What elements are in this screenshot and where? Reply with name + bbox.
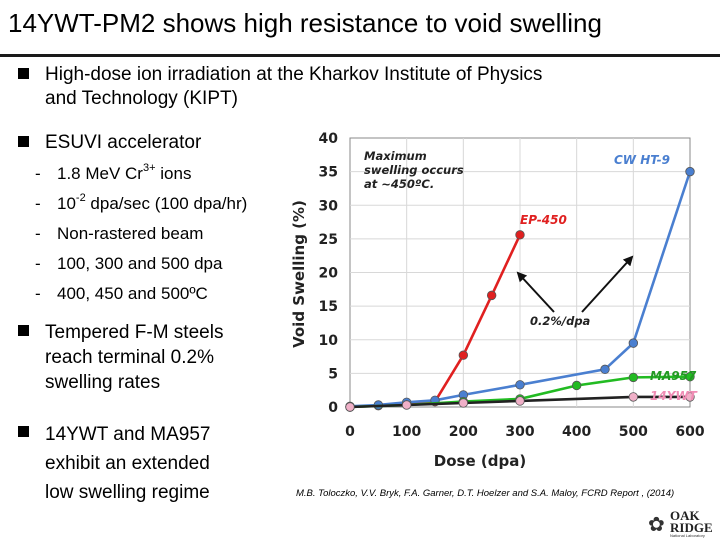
bullet-text-1: High-dose ion irradiation at the Kharkov…: [45, 63, 542, 111]
series-line-14ywt: [349, 395, 690, 409]
annotation-max-line-2: swelling occurs: [364, 163, 464, 177]
x-tick-label: 500: [619, 424, 648, 440]
bullet-4-line-3: low swelling regime: [45, 482, 210, 503]
sub-ions-suffix: ions: [155, 164, 192, 183]
data-point-ma957: [685, 372, 695, 382]
sub-bullet-beam: - Non-rastered beam: [35, 224, 203, 244]
y-tick-label: 0: [328, 400, 338, 416]
data-point-14ywt: [685, 392, 695, 402]
sub-dash: -: [35, 194, 41, 213]
data-point-ep-450: [486, 290, 497, 301]
series-label-14ywt: 14YWT: [650, 389, 698, 403]
annotations: Maximum swelling occurs at ~450ºC. 0.2%/…: [364, 149, 634, 328]
sub-rate-base: 10: [57, 194, 76, 213]
y-tick-label: 40: [319, 131, 339, 147]
data-point-14ywt: [458, 398, 469, 408]
series-label-cw-ht-9: CW HT-9: [614, 153, 670, 167]
bullet-3-line-3: swelling rates: [45, 372, 161, 393]
sub-dash: -: [35, 224, 41, 243]
y-axis-label: Void Swelling (%): [290, 200, 308, 348]
sub-dash: -: [35, 284, 41, 303]
bullet-1-line-2: and Technology (KIPT): [45, 88, 238, 109]
ornl-logo: ✿ OAK RIDGE National Laboratory: [648, 508, 716, 538]
sub-bullet-temps: -400, 450 and 500ºC: [35, 284, 208, 304]
title-divider: [0, 54, 720, 57]
arrow-to-ep450: [516, 271, 555, 313]
oak-leaf-icon: ✿: [648, 514, 665, 536]
page-title: 14YWT-PM2 shows high resistance to void …: [8, 8, 602, 38]
sub-rate-exponent: -2: [75, 192, 86, 204]
bullet-1-line-1: High-dose ion irradiation at the Kharkov…: [45, 64, 543, 85]
data-point-14ywt: [628, 392, 639, 402]
annotation-max-line-3: at ~450ºC.: [364, 177, 434, 191]
data-point-14ywt: [515, 396, 525, 406]
citation: M.B. Toloczko, V.V. Bryk, F.A. Garner, D…: [296, 488, 675, 499]
data-point-14ywt: [401, 400, 412, 410]
data-point-cw-ht-9: [515, 380, 525, 390]
data-point-14ywt: [345, 402, 355, 412]
data-point-cw-ht-9: [628, 338, 639, 348]
series-label-ma957: MA957: [650, 369, 697, 383]
y-tick-label: 30: [319, 198, 339, 214]
x-tick-label: 600: [675, 424, 704, 440]
bullet-4-line-2: exhibit an extended: [45, 453, 210, 474]
sub-rate-suffix: dpa/sec (100 dpa/hr): [85, 194, 248, 213]
arrow-to-ht9: [581, 255, 634, 313]
x-tick-label: 300: [505, 424, 534, 440]
y-tick-label: 10: [319, 333, 339, 349]
x-tick-label: 0: [345, 424, 355, 440]
data-point-ep-450: [515, 230, 525, 240]
series-label-ep-450: EP-450: [520, 213, 567, 227]
bullet-3-line-2: reach terminal 0.2%: [45, 347, 214, 368]
y-tick-label: 20: [319, 266, 339, 282]
sub-ions-text: 1.8 MeV Cr: [57, 164, 143, 183]
y-tick-label: 35: [319, 165, 338, 181]
logo-line-1: OAK: [670, 508, 700, 523]
series-labels: CW HT-9 EP-450 MA957 14YWT: [520, 153, 698, 403]
data-point-cw-ht-9: [600, 364, 610, 375]
bullet-square-1: [18, 68, 29, 79]
sub-doses-text: 100, 300 and 500 dpa: [57, 254, 223, 273]
series-layer: [345, 166, 695, 412]
x-tick-label: 100: [392, 424, 421, 440]
logo-line-2: RIDGE: [670, 520, 713, 535]
data-point-ep-450: [458, 350, 469, 360]
bullet-3-line-1: Tempered F-M steels: [45, 322, 224, 343]
x-axis-label: Dose (dpa): [434, 452, 526, 470]
title-bar: 14YWT-PM2 shows high resistance to void …: [0, 0, 720, 52]
bullet-square-2: [18, 136, 29, 147]
sub-ions-charge: 3+: [142, 162, 156, 174]
sub-bullet-rate: -10-2 dpa/sec (100 dpa/hr): [35, 192, 248, 214]
sub-bullet-doses: -100, 300 and 500 dpa: [35, 254, 222, 274]
sub-dash: -: [35, 164, 41, 183]
y-tick-label: 25: [319, 232, 338, 248]
sub-bullet-ions: -1.8 MeV Cr3+ ions: [35, 162, 192, 184]
y-tick-label: 15: [319, 299, 338, 315]
sub-dash: -: [35, 254, 41, 273]
data-point-ma957: [628, 372, 639, 383]
annotation-rate: 0.2%/dpa: [530, 314, 591, 328]
x-tick-label: 400: [562, 424, 591, 440]
sub-temps-text: 400, 450 and 500ºC: [57, 284, 208, 303]
bullet-text-2: ESUVI accelerator: [45, 132, 202, 153]
bullet-text-3: Tempered F-M steels reach terminal 0.2% …: [45, 320, 223, 395]
x-tick-label: 200: [449, 424, 478, 440]
y-tick-label: 5: [328, 366, 338, 382]
annotation-max-line-1: Maximum: [364, 149, 427, 163]
sub-beam-text: Non-rastered beam: [57, 224, 204, 243]
logo-line-3: National Laboratory: [670, 533, 705, 538]
data-point-ma957: [571, 380, 582, 391]
bullet-4-line-1: 14YWT and MA957: [45, 424, 211, 445]
data-point-cw-ht-9: [685, 166, 695, 177]
bullet-text-4: 14YWT and MA957 exhibit an extended low …: [45, 420, 210, 507]
bullet-square-3: [18, 325, 29, 336]
bullet-square-4: [18, 426, 29, 437]
grid: [349, 137, 691, 408]
